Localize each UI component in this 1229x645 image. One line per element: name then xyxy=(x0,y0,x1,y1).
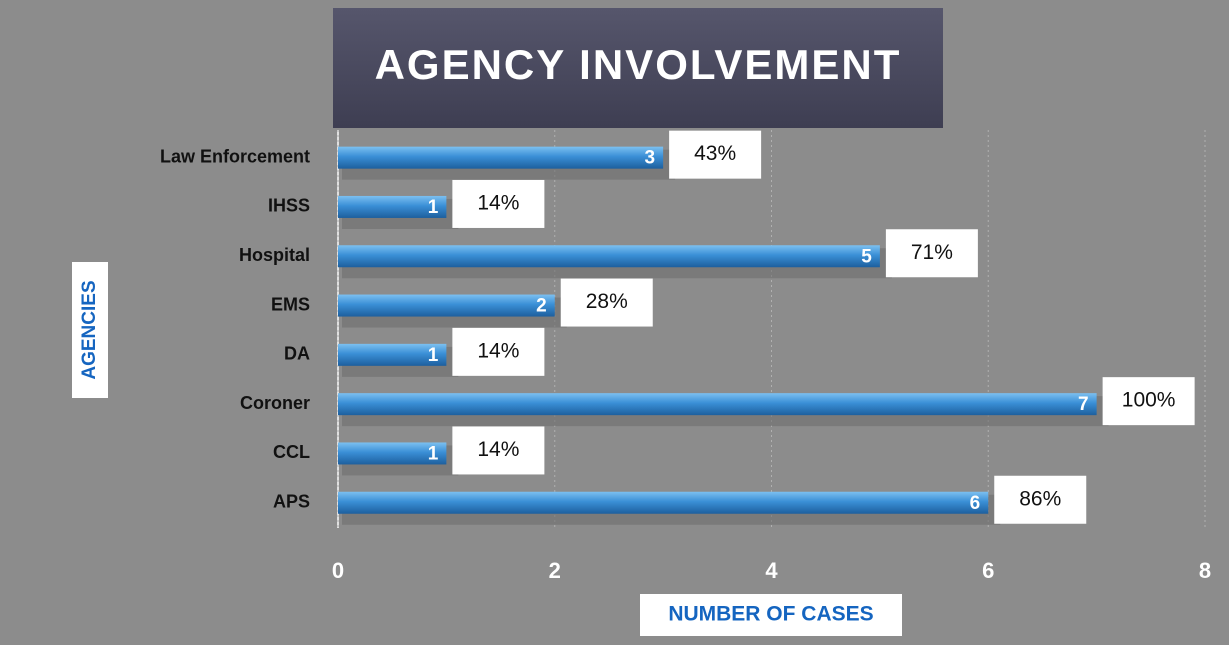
percent-label: 14% xyxy=(477,191,519,214)
percent-label: 100% xyxy=(1122,389,1176,412)
percent-label: 14% xyxy=(477,438,519,461)
bar xyxy=(338,393,1097,416)
bar xyxy=(338,442,447,465)
y-tick-label: APS xyxy=(273,492,310,512)
value-label: 7 xyxy=(1078,394,1089,415)
value-label: 6 xyxy=(970,493,981,514)
bar xyxy=(338,294,555,317)
y-tick-label: CCL xyxy=(273,442,310,462)
bar xyxy=(338,245,880,268)
bar xyxy=(338,146,664,169)
x-tick-label: 8 xyxy=(1199,558,1211,583)
y-axis-label: AGENCIES xyxy=(79,280,100,379)
percent-box xyxy=(452,179,545,228)
x-tick-label: 4 xyxy=(765,558,778,583)
percent-label: 14% xyxy=(477,339,519,362)
percent-box xyxy=(1102,377,1195,426)
percent-box xyxy=(885,229,978,278)
percent-box xyxy=(994,475,1087,524)
percent-box xyxy=(669,130,762,179)
y-tick-label: DA xyxy=(284,344,310,364)
value-label: 2 xyxy=(536,296,547,317)
percent-label: 43% xyxy=(694,142,736,165)
percent-box xyxy=(560,278,653,327)
x-axis-label: NUMBER OF CASES xyxy=(668,603,873,626)
value-label: 3 xyxy=(645,148,656,169)
bar xyxy=(338,491,989,514)
y-tick-label: Law Enforcement xyxy=(160,146,310,166)
y-tick-label: Coroner xyxy=(240,393,310,413)
x-tick-label: 2 xyxy=(549,558,561,583)
x-label-box xyxy=(640,594,902,636)
percent-box xyxy=(452,426,545,475)
percent-label: 71% xyxy=(911,241,953,264)
y-tick-label: EMS xyxy=(271,294,310,314)
value-label: 1 xyxy=(428,443,439,464)
bar xyxy=(338,195,447,218)
percent-label: 86% xyxy=(1019,487,1061,510)
value-label: 5 xyxy=(861,246,872,267)
x-tick-label: 0 xyxy=(332,558,344,583)
y-label-box xyxy=(72,262,108,398)
percent-label: 28% xyxy=(586,290,628,313)
value-label: 1 xyxy=(428,197,439,218)
percent-box xyxy=(452,327,545,376)
title-box xyxy=(333,8,943,128)
y-tick-label: Hospital xyxy=(239,245,310,265)
chart-title: AGENCY INVOLVEMENT xyxy=(375,41,902,88)
x-tick-label: 6 xyxy=(982,558,994,583)
bar xyxy=(338,343,447,366)
value-label: 1 xyxy=(428,345,439,366)
y-tick-label: IHSS xyxy=(268,196,310,216)
